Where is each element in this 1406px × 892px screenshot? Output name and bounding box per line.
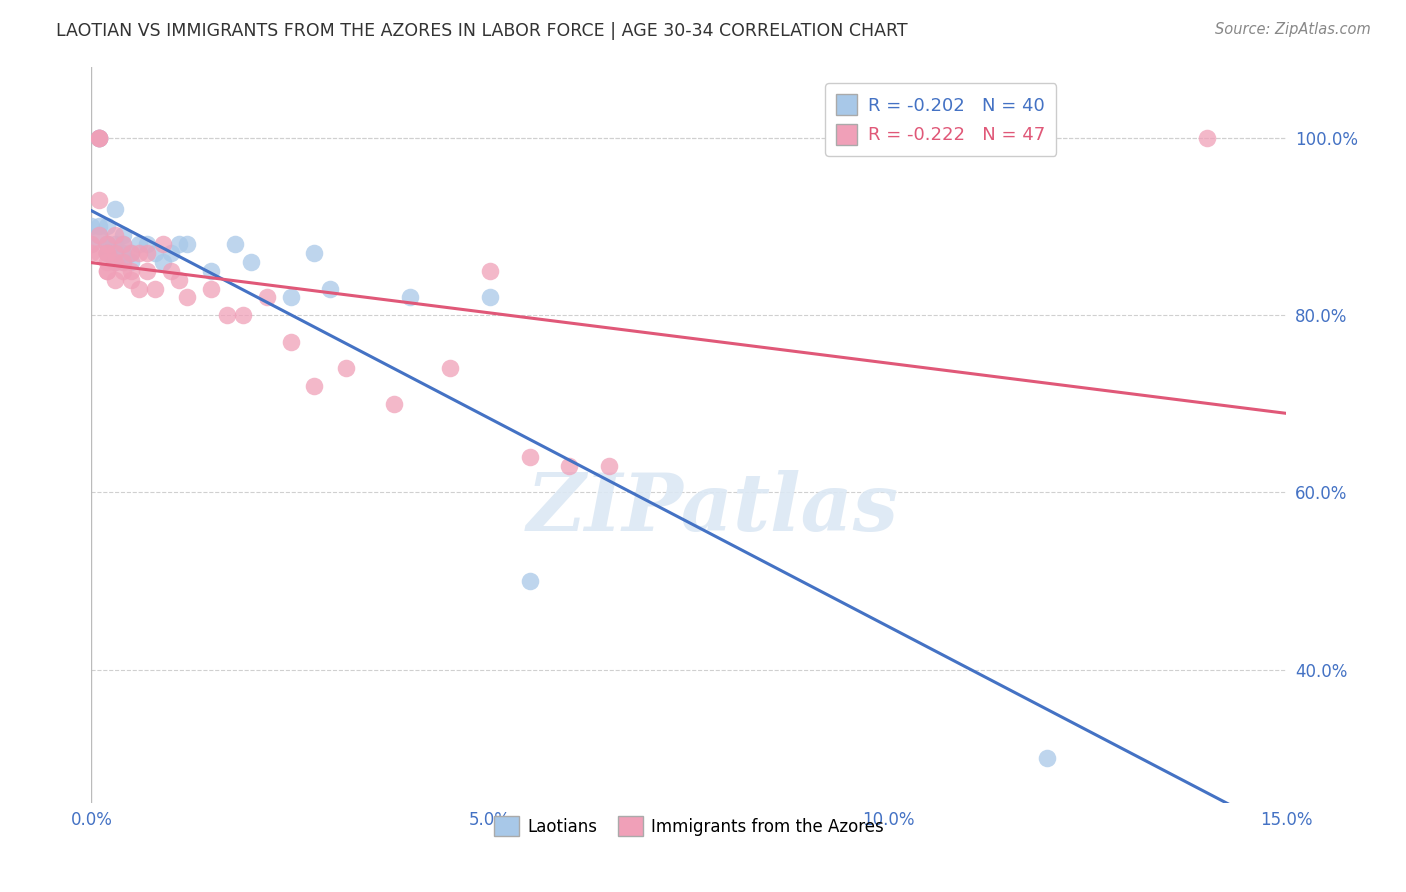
Point bbox=[96, 237, 118, 252]
Point bbox=[89, 131, 111, 145]
Point bbox=[89, 131, 111, 145]
Point bbox=[120, 246, 142, 260]
Point bbox=[112, 237, 135, 252]
Text: ZIPatlas: ZIPatlas bbox=[527, 470, 898, 547]
Point bbox=[128, 281, 150, 295]
Point bbox=[136, 237, 159, 252]
Point bbox=[128, 246, 150, 260]
Point bbox=[96, 255, 118, 269]
Point bbox=[224, 237, 246, 252]
Point bbox=[96, 246, 118, 260]
Point bbox=[89, 131, 111, 145]
Point bbox=[112, 255, 135, 269]
Point bbox=[112, 264, 135, 278]
Point bbox=[200, 281, 222, 295]
Point bbox=[120, 246, 142, 260]
Text: LAOTIAN VS IMMIGRANTS FROM THE AZORES IN LABOR FORCE | AGE 30-34 CORRELATION CHA: LAOTIAN VS IMMIGRANTS FROM THE AZORES IN… bbox=[56, 22, 908, 40]
Point bbox=[120, 264, 142, 278]
Point bbox=[136, 246, 159, 260]
Point bbox=[120, 273, 142, 287]
Point bbox=[80, 237, 103, 252]
Point bbox=[89, 131, 111, 145]
Point bbox=[519, 450, 541, 464]
Point bbox=[160, 264, 183, 278]
Point bbox=[382, 397, 405, 411]
Point bbox=[104, 228, 127, 243]
Point bbox=[167, 273, 190, 287]
Point bbox=[112, 246, 135, 260]
Point bbox=[280, 290, 302, 304]
Point bbox=[112, 228, 135, 243]
Point bbox=[89, 228, 111, 243]
Point bbox=[280, 334, 302, 349]
Point bbox=[200, 264, 222, 278]
Point bbox=[128, 237, 150, 252]
Point bbox=[232, 308, 254, 322]
Point bbox=[439, 361, 461, 376]
Point bbox=[80, 237, 103, 252]
Point bbox=[104, 273, 127, 287]
Point bbox=[558, 458, 581, 473]
Point bbox=[96, 246, 118, 260]
Point bbox=[160, 246, 183, 260]
Point bbox=[89, 219, 111, 234]
Point bbox=[89, 131, 111, 145]
Point bbox=[176, 290, 198, 304]
Point bbox=[399, 290, 422, 304]
Point bbox=[112, 255, 135, 269]
Point bbox=[96, 246, 118, 260]
Point bbox=[89, 246, 111, 260]
Point bbox=[89, 228, 111, 243]
Point bbox=[319, 281, 342, 295]
Point bbox=[519, 574, 541, 589]
Point bbox=[152, 237, 174, 252]
Point bbox=[112, 237, 135, 252]
Point bbox=[89, 131, 111, 145]
Point bbox=[96, 246, 118, 260]
Point bbox=[104, 237, 127, 252]
Point bbox=[304, 379, 326, 393]
Point bbox=[80, 246, 103, 260]
Point bbox=[104, 246, 127, 260]
Point bbox=[96, 264, 118, 278]
Text: Source: ZipAtlas.com: Source: ZipAtlas.com bbox=[1215, 22, 1371, 37]
Point bbox=[104, 246, 127, 260]
Point bbox=[120, 255, 142, 269]
Legend: Laotians, Immigrants from the Azores: Laotians, Immigrants from the Azores bbox=[488, 810, 890, 842]
Point bbox=[143, 246, 166, 260]
Point bbox=[1036, 751, 1059, 765]
Point bbox=[96, 219, 118, 234]
Point bbox=[598, 458, 620, 473]
Point bbox=[104, 202, 127, 216]
Point bbox=[96, 237, 118, 252]
Point bbox=[256, 290, 278, 304]
Point bbox=[96, 237, 118, 252]
Point bbox=[89, 193, 111, 207]
Point bbox=[176, 237, 198, 252]
Point bbox=[104, 255, 127, 269]
Point bbox=[143, 281, 166, 295]
Point bbox=[104, 255, 127, 269]
Point bbox=[239, 255, 262, 269]
Point bbox=[335, 361, 357, 376]
Point bbox=[96, 237, 118, 252]
Point bbox=[478, 264, 501, 278]
Point bbox=[215, 308, 238, 322]
Point bbox=[304, 246, 326, 260]
Point bbox=[478, 290, 501, 304]
Point bbox=[152, 255, 174, 269]
Point bbox=[136, 264, 159, 278]
Point bbox=[80, 219, 103, 234]
Point bbox=[96, 264, 118, 278]
Point bbox=[167, 237, 190, 252]
Point bbox=[1195, 131, 1218, 145]
